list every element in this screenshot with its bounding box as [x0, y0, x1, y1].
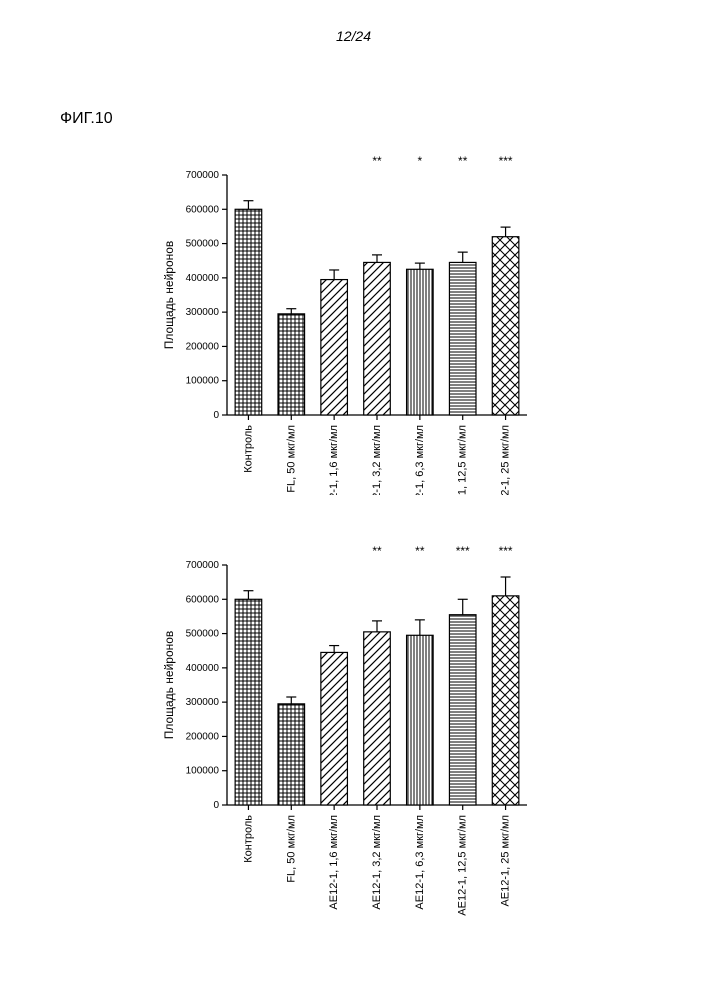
- bar-ae_12_5: [449, 615, 476, 805]
- x-label-fl: FL, 50 мкг/мл: [285, 815, 297, 883]
- svg-text:500000: 500000: [186, 239, 220, 250]
- x-label-ae_6_3: AE12-1, 6,3 мкг/мл: [414, 815, 426, 910]
- svg-text:700000: 700000: [186, 560, 220, 571]
- bar-fl: [278, 314, 305, 415]
- bar-ae_3_2: [364, 262, 391, 415]
- bar-control: [235, 209, 262, 415]
- figure-label: ФИГ.10: [60, 110, 113, 128]
- significance-ae_25: ***: [499, 544, 513, 558]
- page: 12/24 ФИГ.10 0 100000 200000 300000 400000 50…: [0, 0, 707, 1000]
- svg-text:700000: 700000: [186, 170, 220, 181]
- bar-ae_6_3: [407, 635, 434, 805]
- svg-text:200000: 200000: [186, 731, 220, 742]
- svg-text:300000: 300000: [186, 697, 220, 708]
- x-label-ae_1_6: AE12-1, 1,6 мкг/мл: [328, 815, 340, 910]
- significance-ae_25: ***: [499, 154, 513, 168]
- svg-text:300000: 300000: [186, 307, 220, 318]
- significance-ae_12_5: ***: [456, 544, 470, 558]
- bar-ae_3_2: [364, 632, 391, 805]
- svg-text:600000: 600000: [186, 204, 220, 215]
- x-label-control: Контроль: [242, 815, 254, 863]
- bar-control: [235, 599, 262, 805]
- y-axis-label: Площадь нейронов: [162, 631, 176, 740]
- x-label-ae_12_5: AE12-1, 12,5 мкг/мл: [457, 425, 469, 495]
- x-label-ae_3_2: AE12-1, 3,2 мкг/мл: [371, 815, 383, 910]
- bar-ae_6_3: [407, 269, 434, 415]
- x-label-ae_25: AE12-1, 25 мкг/мл: [500, 425, 512, 495]
- significance-ae_3_2: **: [372, 154, 382, 168]
- svg-text:400000: 400000: [186, 663, 220, 674]
- bar-ae_1_6: [321, 652, 348, 805]
- x-label-ae_1_6: AE12-1, 1,6 мкг/мл: [328, 425, 340, 495]
- x-label-ae_25: AE12-1, 25 мкг/мл: [500, 815, 512, 907]
- svg-text:500000: 500000: [186, 629, 220, 640]
- svg-text:0: 0: [213, 410, 219, 421]
- svg-text:400000: 400000: [186, 273, 220, 284]
- chart-b: 0 100000 200000 300000 400000 500000 600000 700…: [155, 525, 535, 955]
- svg-text:0: 0: [213, 800, 219, 811]
- significance-ae_12_5: **: [458, 154, 468, 168]
- y-axis-label: Площадь нейронов: [162, 241, 176, 350]
- chart-a: 0 100000 200000 300000 400000 500000 600000 700…: [155, 135, 535, 495]
- x-label-ae_12_5: AE12-1, 12,5 мкг/мл: [457, 815, 469, 916]
- x-label-ae_3_2: AE12-1, 3,2 мкг/мл: [371, 425, 383, 495]
- bar-ae_12_5: [449, 262, 476, 415]
- svg-text:200000: 200000: [186, 341, 220, 352]
- x-label-control: Контроль: [242, 425, 254, 473]
- x-label-fl: FL, 50 мкг/мл: [285, 425, 297, 493]
- x-label-ae_6_3: AE12-1, 6,3 мкг/мл: [414, 425, 426, 495]
- svg-text:100000: 100000: [186, 766, 220, 777]
- significance-ae_6_3: **: [415, 544, 425, 558]
- bar-fl: [278, 704, 305, 805]
- significance-ae_3_2: **: [372, 544, 382, 558]
- bar-ae_25: [492, 237, 519, 415]
- bar-ae_25: [492, 596, 519, 805]
- page-number: 12/24: [0, 28, 707, 44]
- svg-text:600000: 600000: [186, 594, 220, 605]
- svg-text:100000: 100000: [186, 376, 220, 387]
- significance-ae_6_3: *: [418, 154, 423, 168]
- bar-ae_1_6: [321, 280, 348, 415]
